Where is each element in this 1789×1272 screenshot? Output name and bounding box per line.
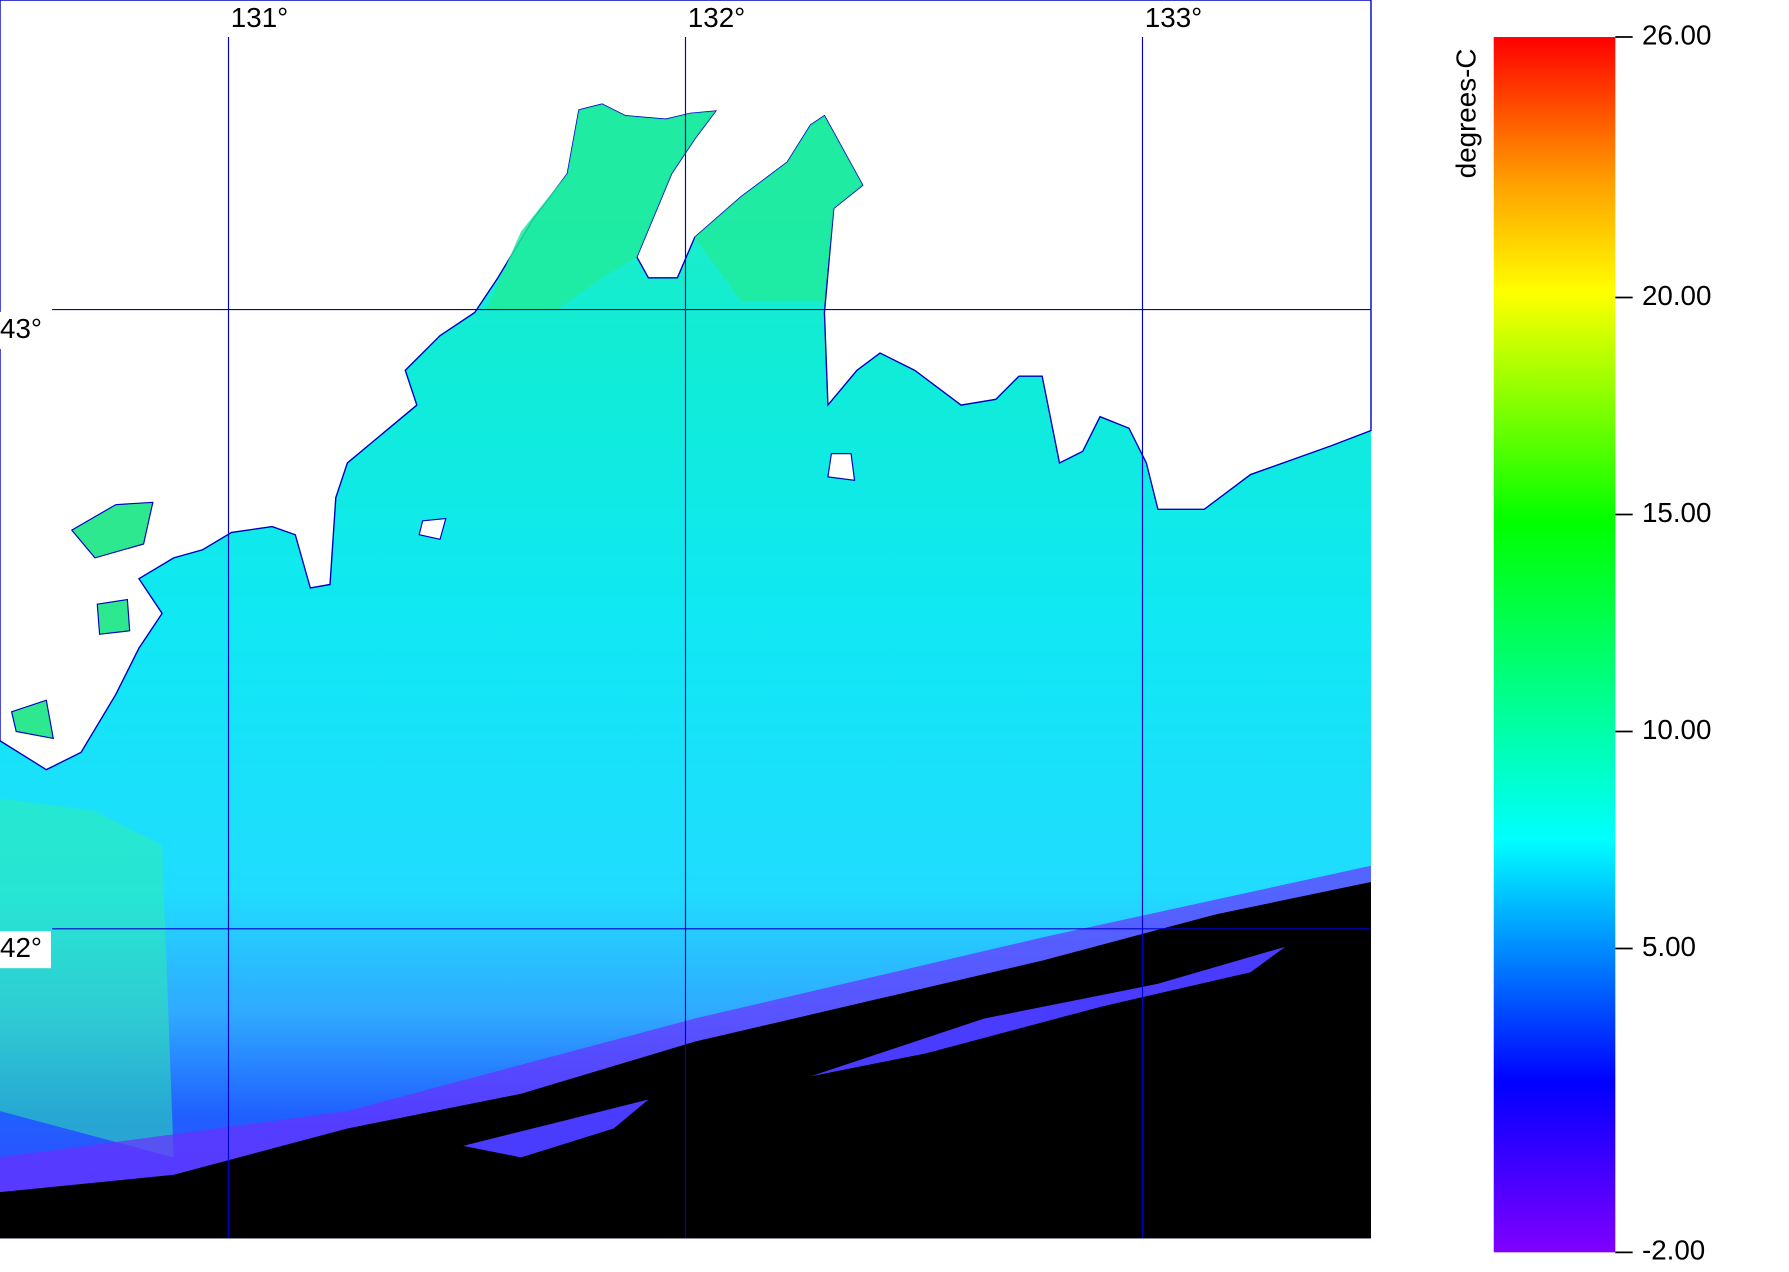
lon-label: 133°: [1145, 2, 1202, 33]
colorbar-label: -2.00: [1642, 1235, 1705, 1266]
colorbar-label: 5.00: [1642, 931, 1696, 962]
lat-label-bg: [0, 311, 51, 349]
graticule: 131° 132° 133° 43° 42°: [0, 2, 1371, 1239]
colorbar-title: degrees-C: [1451, 49, 1482, 179]
island-waters: [10, 501, 154, 740]
lat-label: 43°: [0, 313, 42, 344]
lon-label: 131°: [231, 2, 288, 33]
colorbar-label: 20.00: [1642, 280, 1711, 311]
bay-waters: [486, 104, 863, 311]
cold-streak: [463, 946, 1286, 1158]
colorbar: degrees-C 26.00 20.00 15.00 10.00 5.00 -2.00: [1451, 19, 1712, 1265]
colorbar-label: 10.00: [1642, 714, 1711, 745]
lat-label-bg: [0, 931, 51, 969]
colorbar-gradient: [1493, 37, 1616, 1253]
lat-label: 42°: [0, 932, 42, 963]
island: [418, 453, 856, 541]
colorbar-label: 26.00: [1642, 19, 1711, 50]
lon-label: 132°: [688, 2, 745, 33]
colorbar-label: 15.00: [1642, 497, 1711, 528]
warm-patch: [0, 798, 174, 1158]
